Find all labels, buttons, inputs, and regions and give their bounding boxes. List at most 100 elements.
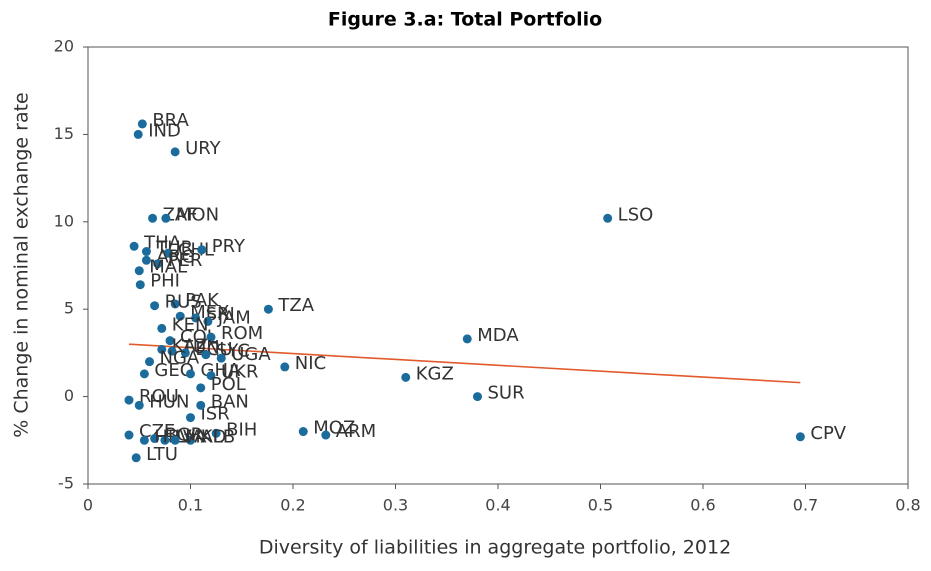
point: [186, 413, 195, 423]
point: [145, 357, 154, 367]
point-label: MDA: [477, 325, 519, 346]
point: [201, 350, 211, 360]
point: [321, 430, 331, 440]
point-label: LVA: [175, 426, 207, 447]
point-label: BRA: [152, 110, 189, 131]
point-label: URY: [185, 138, 222, 159]
point-label: LTU: [146, 444, 178, 465]
point: [129, 241, 139, 251]
point: [170, 435, 180, 445]
y-tick-label: 5: [64, 299, 74, 318]
point: [186, 435, 195, 445]
point: [150, 301, 160, 311]
point: [135, 280, 145, 290]
point: [124, 430, 134, 440]
point-label: NIC: [295, 353, 326, 374]
point: [141, 247, 151, 257]
point: [139, 369, 149, 379]
x-tick-label: 0.2: [280, 496, 305, 515]
point: [160, 435, 170, 445]
point: [150, 434, 160, 444]
point: [206, 371, 216, 381]
x-tick-label: 0: [83, 496, 93, 515]
point: [298, 427, 308, 437]
point: [203, 316, 213, 326]
point: [170, 299, 180, 309]
point-label: ISR: [201, 404, 230, 425]
point-label: CHL: [178, 239, 214, 260]
x-tick-label: 0.4: [485, 496, 510, 515]
point: [139, 435, 149, 445]
x-tick-label: 0.3: [383, 496, 408, 515]
point-label: KGZ: [416, 363, 454, 384]
x-tick-label: 0.1: [178, 496, 203, 515]
point-label: SRI: [206, 304, 235, 325]
point: [153, 259, 163, 269]
point: [161, 213, 171, 223]
point: [473, 392, 482, 402]
chart-title: Figure 3.a: Total Portfolio: [328, 9, 602, 31]
x-axis-label: Diversity of liabilities in aggregate po…: [259, 537, 731, 559]
point-label: TZA: [277, 295, 314, 316]
point: [124, 395, 134, 405]
point-label: PHI: [150, 271, 180, 292]
x-tick-label: 0.6: [690, 496, 715, 515]
point-label: ALB: [201, 426, 236, 447]
point: [167, 346, 177, 356]
point-label: COL: [180, 327, 217, 348]
point: [175, 311, 185, 321]
point-label: SUR: [488, 383, 525, 404]
point: [196, 400, 206, 410]
point-label: UGA: [231, 344, 271, 365]
point: [137, 119, 147, 129]
point-label: ARM: [336, 421, 376, 442]
point: [263, 304, 273, 314]
point: [133, 129, 143, 139]
x-tick-label: 0.8: [895, 496, 920, 515]
point: [141, 255, 151, 265]
point: [165, 336, 175, 346]
point: [197, 245, 207, 255]
point: [603, 213, 613, 223]
point-label: GEO: [154, 360, 194, 381]
point: [401, 372, 411, 382]
y-tick-label: -5: [58, 474, 74, 493]
point-label: MON: [176, 204, 219, 225]
x-tick-label: 0.7: [793, 496, 818, 515]
y-tick-label: 20: [54, 37, 74, 56]
x-tick-label: 0.5: [588, 496, 613, 515]
point: [795, 432, 805, 442]
point: [180, 348, 190, 358]
point: [148, 213, 158, 223]
point-label: THA: [143, 232, 182, 253]
point: [157, 323, 167, 333]
point: [196, 383, 206, 393]
point-label: JAM: [217, 307, 251, 328]
point: [211, 428, 221, 438]
point: [216, 353, 226, 363]
point: [134, 266, 144, 276]
point-label: UKR: [221, 362, 259, 383]
point-label: CPV: [810, 423, 846, 444]
point-label: ARG: [156, 246, 195, 267]
point-label: RUS: [165, 292, 202, 313]
point-label: KEN: [172, 314, 209, 335]
point-label: BAN: [211, 391, 249, 412]
point: [462, 334, 472, 344]
point: [170, 147, 180, 157]
point-label: MAL: [149, 257, 187, 278]
point-label: BIH: [226, 419, 257, 440]
point: [163, 248, 173, 258]
point: [157, 344, 167, 354]
y-tick-label: 15: [54, 124, 74, 143]
point-label: PAK: [185, 290, 220, 311]
point-label: ZAF: [163, 204, 198, 225]
trend-line: [128, 343, 801, 384]
point-label: ROM: [221, 323, 263, 344]
point: [191, 313, 201, 323]
point: [131, 453, 141, 463]
point: [280, 362, 290, 372]
point-label: NGA: [160, 348, 200, 369]
point-label: KAZ: [172, 335, 208, 356]
